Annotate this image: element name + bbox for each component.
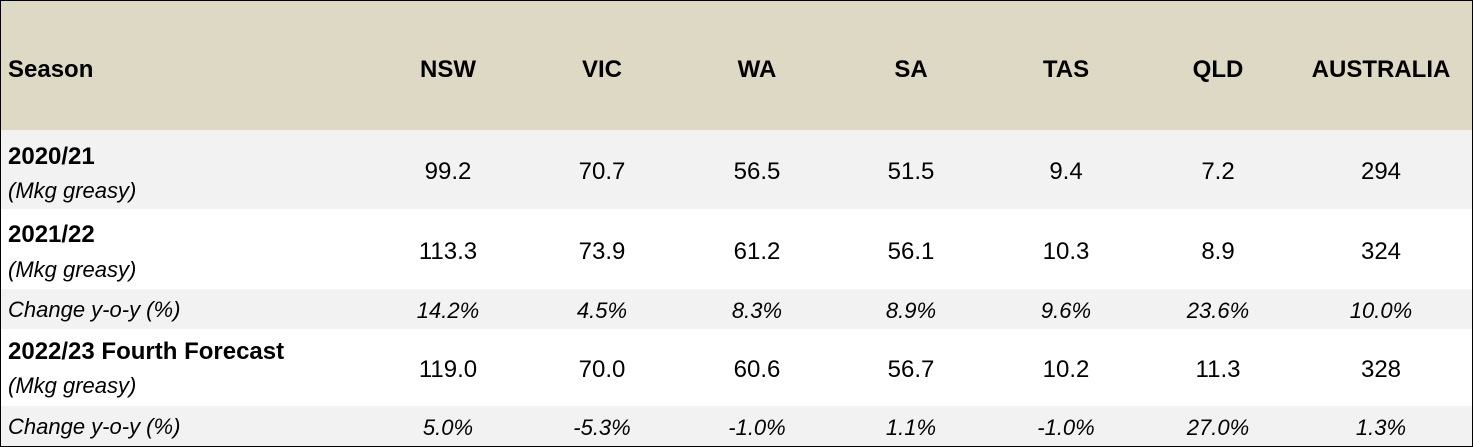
table-header: Season NSW VIC WA SA TAS QLD AUSTRALIA [1,1,1472,130]
cell-vic: 4.5% [576,298,628,323]
row-season: 2020/21 [8,143,95,170]
cell-sa: 51.5 [887,158,935,185]
table-row: Change y-o-y (%) 5.0% -5.3% -1.0% 1.1% -… [1,406,1472,446]
cell-tas: 9.4 [1049,158,1083,185]
cell-nsw: 99.2 [424,158,472,185]
row-season: 2022/23 Fourth Forecast [8,338,285,365]
cell-sa: 1.1% [885,415,937,440]
cell-nsw: 14.2% [416,298,480,323]
cell-tas: 9.6% [1040,298,1092,323]
row-change-label: Change y-o-y (%) [8,297,181,322]
cell-vic: 70.7 [578,158,626,185]
cell-sa: 56.1 [887,238,935,265]
cell-wa: 56.5 [733,158,781,185]
header-wa: WA [737,56,777,83]
table-row: 2020/21 (Mkg greasy) 99.2 70.7 56.5 51.5… [1,130,1472,209]
cell-qld: 23.6% [1186,298,1250,323]
cell-wa: 61.2 [733,238,781,265]
header-season: Season [8,56,94,83]
cell-sa: 56.7 [887,356,935,383]
cell-sa: 8.9% [885,298,937,323]
table-row: 2022/23 Fourth Forecast (Mkg greasy) 119… [1,329,1472,406]
header-vic: VIC [581,56,623,83]
header-nsw: NSW [420,56,476,83]
cell-nsw: 5.0% [422,415,474,440]
cell-australia: 324 [1360,238,1402,265]
cell-vic: 73.9 [578,238,626,265]
header-australia: AUSTRALIA [1311,56,1451,83]
cell-australia: 294 [1360,158,1402,185]
cell-wa: 60.6 [733,356,781,383]
cell-wa: 8.3% [731,298,783,323]
cell-qld: 7.2 [1201,158,1235,185]
cell-australia: 328 [1360,356,1402,383]
row-unit: (Mkg greasy) [8,257,137,282]
row-unit: (Mkg greasy) [8,178,137,203]
cell-wa: -1.0% [728,415,786,440]
row-unit: (Mkg greasy) [8,373,137,398]
cell-australia: 10.0% [1349,298,1413,323]
cell-tas: 10.3 [1042,238,1090,265]
cell-nsw: 113.3 [418,238,478,265]
cell-vic: -5.3% [573,415,631,440]
header-qld: QLD [1192,56,1244,83]
cell-qld: 8.9 [1201,238,1235,265]
row-change-label: Change y-o-y (%) [8,414,181,439]
cell-tas: -1.0% [1037,415,1095,440]
row-season: 2021/22 [8,221,95,248]
cell-vic: 70.0 [578,356,626,383]
table-row: 2021/22 (Mkg greasy) 113.3 73.9 61.2 56.… [1,209,1472,289]
header-sa: SA [894,56,928,83]
cell-tas: 10.2 [1042,356,1090,383]
cell-australia: 1.3% [1355,415,1407,440]
table-row: Change y-o-y (%) 14.2% 4.5% 8.3% 8.9% 9.… [1,289,1472,329]
cell-qld: 27.0% [1186,415,1250,440]
cell-nsw: 119.0 [418,356,478,383]
header-tas: TAS [1042,56,1090,83]
cell-qld: 11.3 [1195,356,1241,383]
